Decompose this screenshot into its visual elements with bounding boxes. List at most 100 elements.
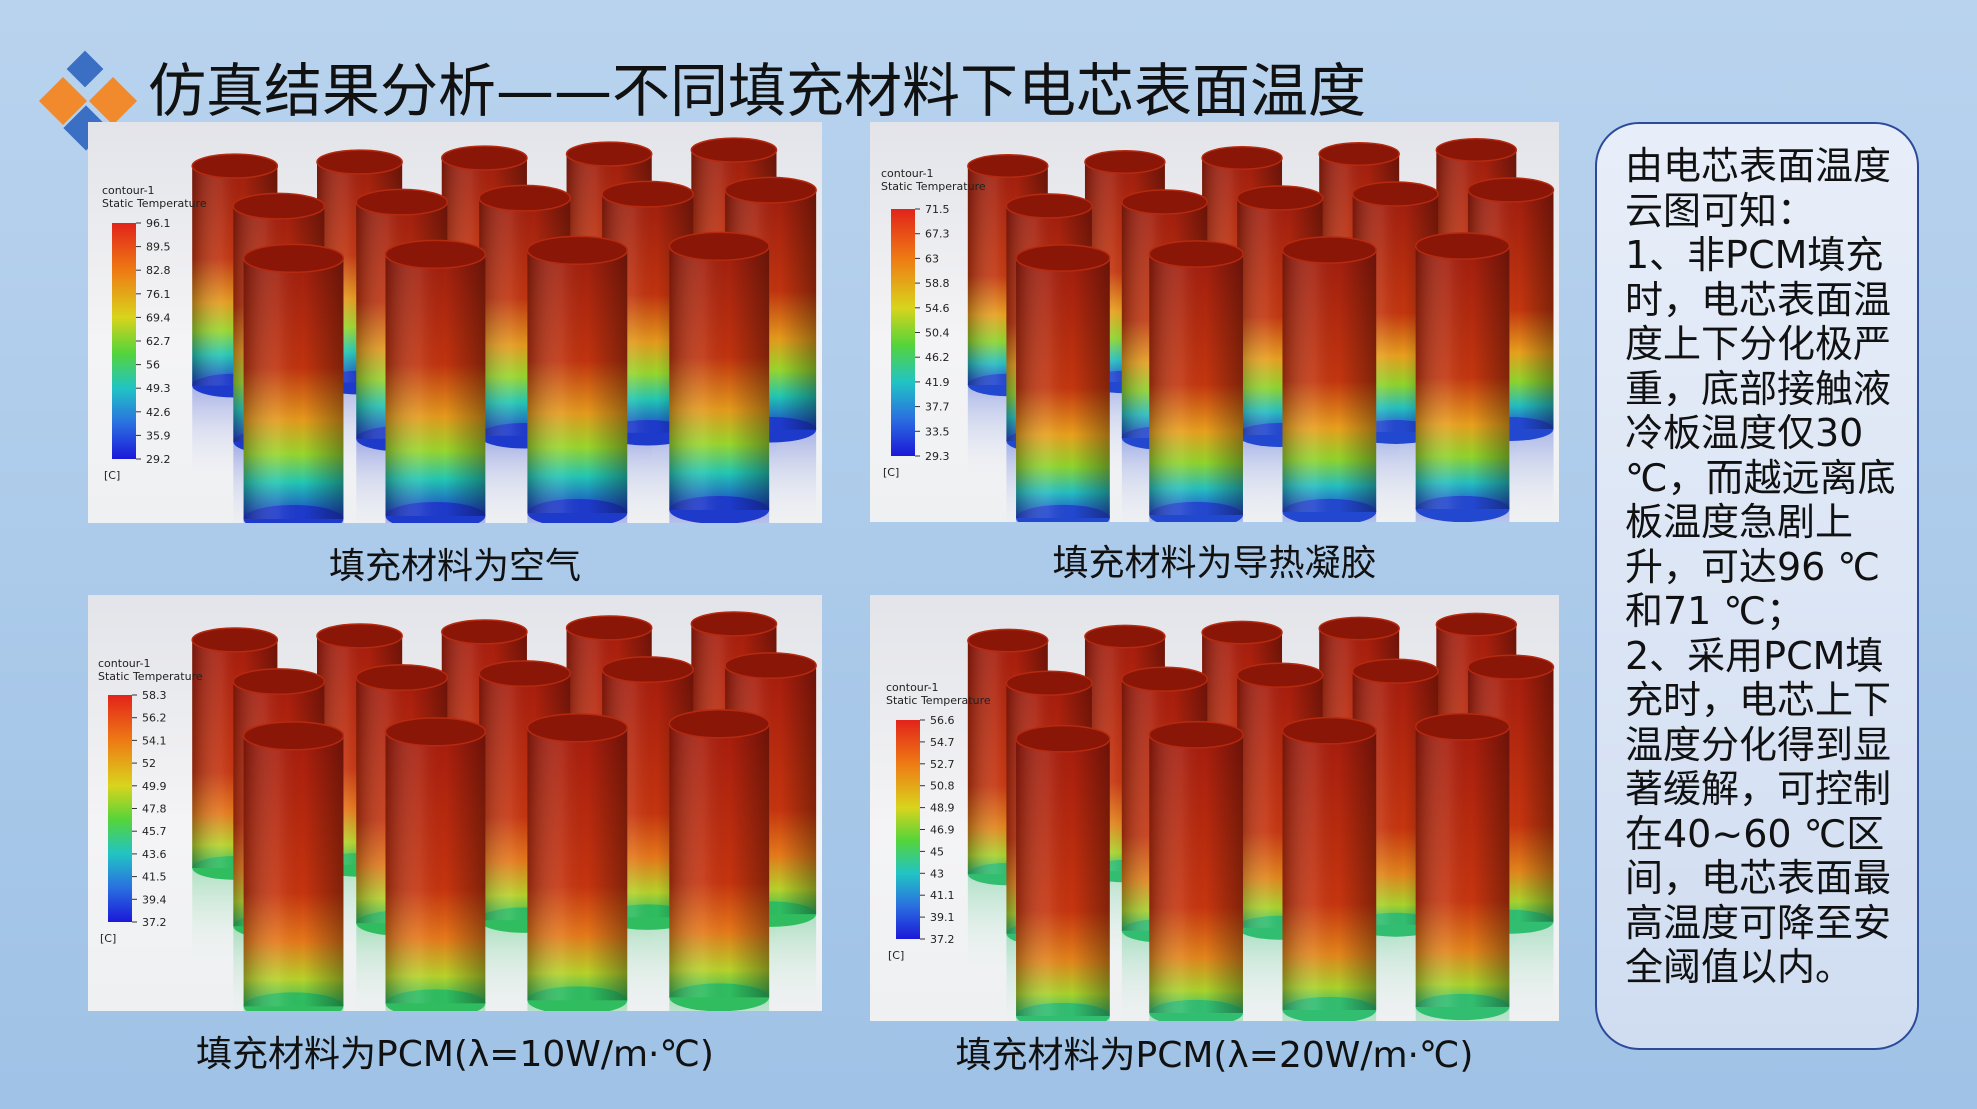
cell-top <box>690 611 778 637</box>
contour-panel: contour-1 Static Temperature 71.5 67.3 63 58.… <box>870 122 1559 522</box>
cell-top <box>1015 724 1111 753</box>
colorbar-tick-label: 41.1 <box>930 889 955 902</box>
cell <box>526 235 628 523</box>
colorbar-tick-label: 52.7 <box>930 758 955 771</box>
cell-top <box>1005 670 1093 696</box>
panel-caption: 填充材料为PCM(λ=20W/m·℃) <box>955 1035 1474 1076</box>
cell-top <box>668 231 770 262</box>
summary-box: 由电芯表面温度云图可知： 1、非PCM填充时，电芯表面温度上下分化极严重，底部接… <box>1595 122 1919 1050</box>
colorbar-tick-label: 39.4 <box>142 893 167 906</box>
legend-quantity: Static Temperature <box>886 694 991 707</box>
cell-shade <box>1016 258 1110 518</box>
colorbar-tick-label: 58.8 <box>925 277 950 290</box>
cell-shade <box>1415 726 1510 1007</box>
cell-top <box>1121 189 1209 215</box>
colorbar-tick-label: 29.3 <box>925 450 950 463</box>
colorbar-tick-label: 58.3 <box>142 689 167 702</box>
legend-title: contour-1 <box>98 657 151 670</box>
logo-diamond <box>38 76 88 126</box>
colorbar-tick-label: 67.3 <box>925 228 950 241</box>
legend-quantity: Static Temperature <box>102 197 207 210</box>
legend-title: contour-1 <box>881 167 934 180</box>
legend-title: contour-1 <box>102 184 155 197</box>
cell-top <box>384 239 487 270</box>
cell-top <box>242 721 345 751</box>
cell-shade <box>669 723 770 998</box>
summary-paragraph: 由电芯表面温度云图可知： <box>1625 144 1892 233</box>
cell-top <box>1236 185 1324 211</box>
cell-top <box>1281 716 1377 745</box>
cell <box>668 709 770 1011</box>
colorbar-tick-label: 37.2 <box>930 933 955 946</box>
cell-top <box>565 141 653 167</box>
colorbar-tick-label: 69.4 <box>146 311 171 324</box>
colorbar-tick-label: 49.9 <box>142 780 167 793</box>
cell-top <box>384 717 487 747</box>
colorbar <box>891 209 915 456</box>
logo <box>38 50 138 151</box>
cell-top <box>1318 616 1400 641</box>
colorbar-tick-label: 43 <box>930 867 944 880</box>
colorbar-tick-label: 33.5 <box>925 425 950 438</box>
cell-shade <box>1149 254 1243 515</box>
legend-title: contour-1 <box>886 681 939 694</box>
cell-top <box>316 623 403 649</box>
cell <box>1414 712 1511 1021</box>
cell-top <box>1121 666 1209 692</box>
cell-top <box>601 180 694 208</box>
cell-top <box>232 192 326 220</box>
cell <box>242 721 345 1011</box>
cell-top <box>724 652 817 680</box>
summary-paragraph: 2、采用PCM填充时，电芯上下温度分化得到显著缓解，可控制在40~60 ℃区间，… <box>1625 633 1892 990</box>
cell-shade <box>243 258 344 519</box>
cell <box>384 239 487 523</box>
panel-caption: 填充材料为PCM(λ=10W/m·℃) <box>196 1034 714 1075</box>
colorbar-tick-label: 41.9 <box>925 376 950 389</box>
cell-top <box>526 235 628 266</box>
cell-shade <box>385 254 486 516</box>
colorbar-tick-label: 50.4 <box>925 327 950 340</box>
legend-unit: [C] <box>883 466 899 479</box>
colorbar-tick-label: 56 <box>146 359 160 372</box>
cell-top <box>601 656 694 684</box>
cell-top <box>724 176 817 204</box>
panel-caption: 填充材料为空气 <box>328 546 582 587</box>
contour-panel: contour-1 Static Temperature 58.3 56.2 54.1 5… <box>88 595 822 1011</box>
colorbar-tick-label: 48.9 <box>930 802 955 815</box>
contour-panel: contour-1 Static Temperature 56.6 54.7 52.7 5… <box>870 595 1559 1021</box>
legend-quantity: Static Temperature <box>881 180 986 193</box>
cell-shade <box>527 727 628 1001</box>
colorbar-tick-label: 35.9 <box>146 429 171 442</box>
cell-shade <box>527 250 628 513</box>
colorbar-tick-label: 41.5 <box>142 871 167 884</box>
cell-top <box>1467 654 1555 680</box>
colorbar-tick-label: 46.2 <box>925 351 950 364</box>
cell-top <box>1351 181 1439 207</box>
cell <box>1148 240 1244 522</box>
cell-top <box>441 145 528 171</box>
cell <box>1281 236 1377 522</box>
colorbar-tick-label: 39.1 <box>930 911 955 924</box>
cell-shade <box>1282 250 1377 512</box>
colorbar <box>896 720 920 939</box>
legend-unit: [C] <box>888 949 904 962</box>
colorbar-tick-label: 82.8 <box>146 264 171 277</box>
colorbar-tick-label: 62.7 <box>146 335 171 348</box>
panel-caption: 填充材料为导热凝胶 <box>1052 543 1377 584</box>
summary-paragraph: 1、非PCM填充时，电芯表面温度上下分化极严重，底部接触液冷板温度仅30 ℃，而… <box>1625 233 1896 633</box>
colorbar-tick-label: 56.6 <box>930 714 955 727</box>
cell-shade <box>669 246 770 510</box>
cell-top <box>478 184 571 212</box>
cell <box>526 713 628 1011</box>
cell-top <box>690 137 778 163</box>
cell <box>1148 720 1244 1021</box>
cell-top <box>1084 624 1166 649</box>
cell <box>1015 724 1111 1021</box>
cell-top <box>1435 138 1518 162</box>
contour-panel: contour-1 Static Temperature 96.1 89.5 82.8 7… <box>88 122 822 523</box>
colorbar-tick-label: 54.1 <box>142 734 167 747</box>
cell-top <box>355 664 449 692</box>
